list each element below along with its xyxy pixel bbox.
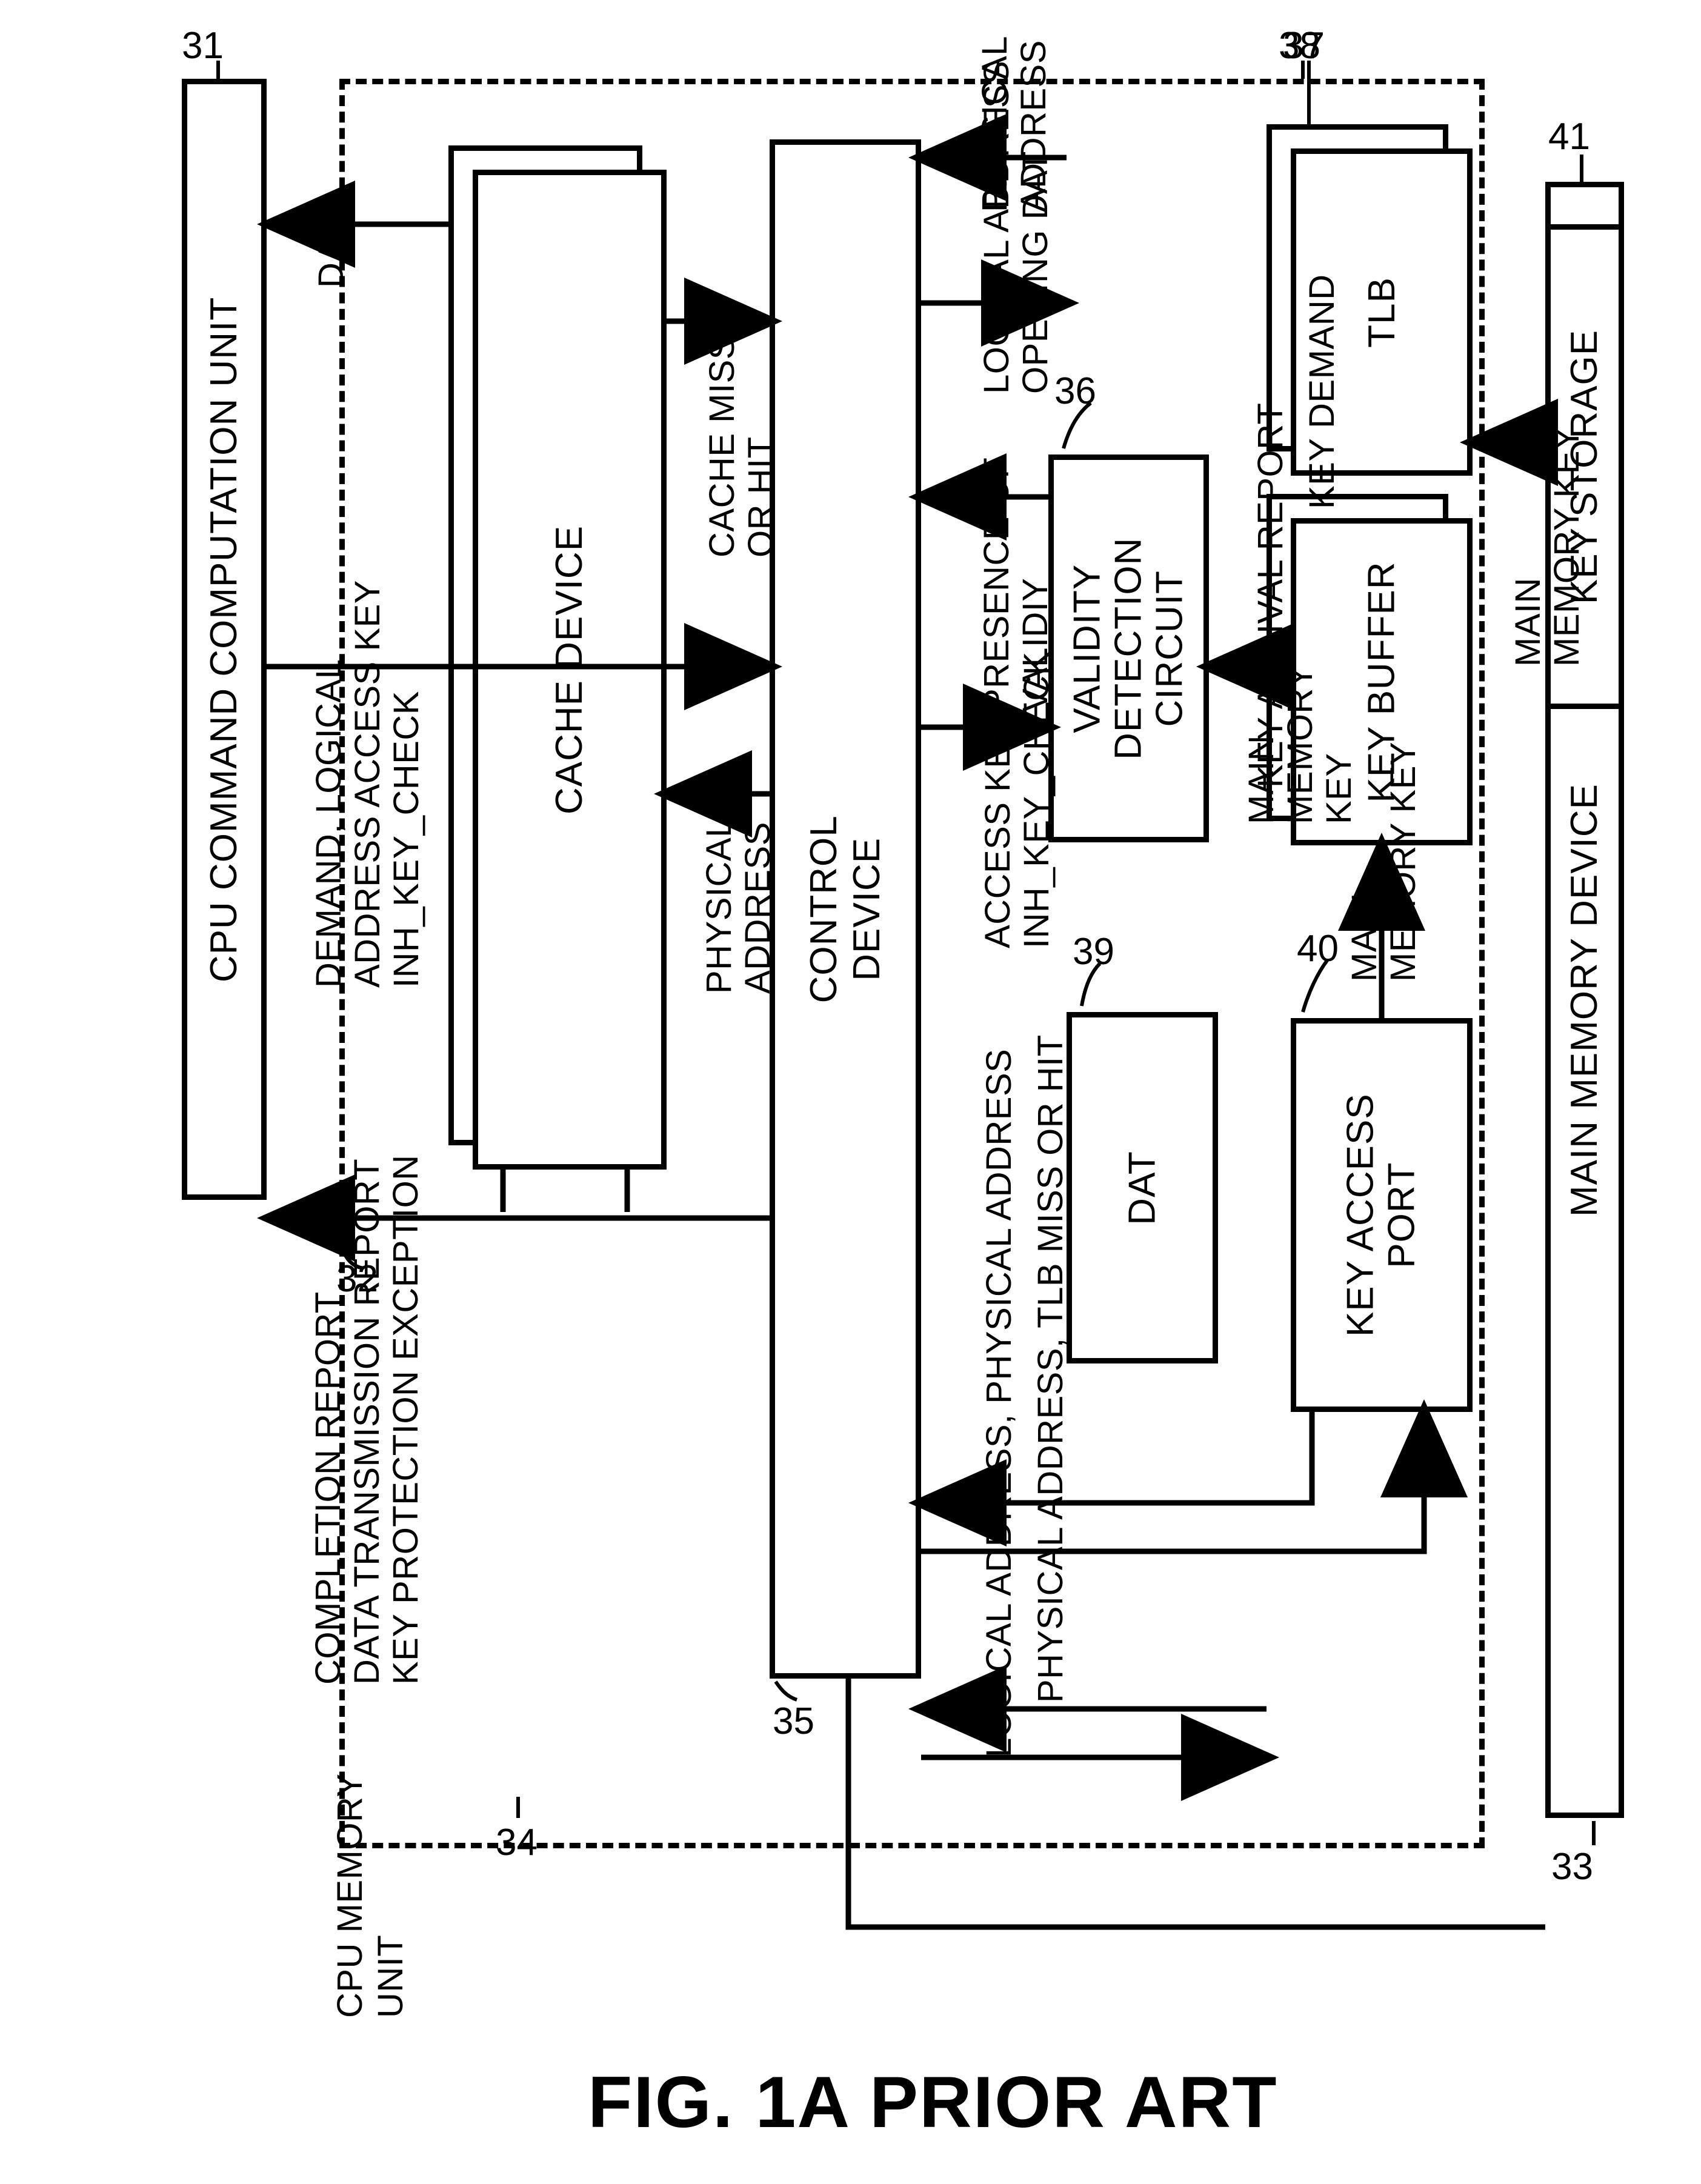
cpu-command-label: CPU COMMAND COMPUTATION UNIT (203, 296, 246, 982)
ref-36: 36 (1054, 370, 1096, 413)
lbl-presence: PRESENCE OFVALIDIY (977, 457, 1055, 712)
lbl-cache-miss: CACHE MISSOR HIT (703, 336, 781, 558)
validity-label: VALIDITYDETECTIONCIRCUIT (1067, 537, 1191, 759)
lbl-key-arrival: KEY ARRIVAL REPORT (1250, 403, 1291, 788)
lbl-report: COMPLETION REPORTDATA TRANSMISSION REPOR… (309, 1154, 425, 1685)
control-device-box: CONTROLDEVICE (770, 139, 921, 1679)
ref-33: 33 (1551, 1845, 1593, 1888)
ref-35: 35 (773, 1700, 814, 1743)
lbl-log-phys: LOGICAL ADDRESS, PHYSICAL ADDRESS (979, 1049, 1019, 1757)
cpu-memory-unit-label: CPU MEMORYUNIT (330, 1773, 411, 2018)
lbl-key-demand: KEY DEMAND (1302, 275, 1342, 509)
ref-39: 39 (1073, 930, 1114, 973)
ref-34: 34 (496, 1821, 538, 1864)
main-memory-label: MAIN MEMORY DEVICE (1563, 783, 1606, 1216)
control-device-label: CONTROLDEVICE (802, 815, 889, 1003)
diagram-root: CPU COMMAND COMPUTATION UNIT 31 CPU MEMO… (0, 0, 1701, 2184)
ref-40: 40 (1297, 927, 1339, 970)
lbl-demand: DEMAND, LOGICALADDRESS ACCESS KEYINH_KEY… (310, 580, 425, 988)
dat-label: DAT (1121, 1151, 1164, 1225)
lbl-phys-dat: PHYSICALADDRESS (976, 36, 1053, 212)
ref-31: 31 (182, 24, 224, 67)
lbl-phys-addr-cache: PHYSICALADDRESS (700, 817, 777, 994)
cpu-command-box: CPU COMMAND COMPUTATION UNIT (182, 79, 267, 1200)
lbl-phys-tlb: PHYSICAL ADDRESS, TLB MISS OR HIT (1030, 1034, 1071, 1703)
lbl-main-key3: MAINMEMORY KEY (1509, 427, 1586, 667)
key-access-port-label: KEY ACCESSPORT (1340, 1093, 1423, 1337)
cache-device-box: CACHE DEVICE (473, 170, 667, 1170)
validity-box: VALIDITYDETECTIONCIRCUIT (1048, 454, 1209, 842)
lbl-main-key2: MAINMEMORY KEY (1345, 742, 1423, 982)
ref-41: 41 (1548, 115, 1590, 158)
tlb-label: TLB (1360, 277, 1403, 348)
figure-title: FIG. 1A PRIOR ART (588, 2060, 1278, 2144)
dat-box: DAT (1067, 1012, 1218, 1363)
key-access-port-box: KEY ACCESSPORT (1291, 1018, 1473, 1412)
lbl-data: DATA (311, 198, 351, 288)
cache-device-label: CACHE DEVICE (548, 525, 591, 814)
ref-38: 38 (1279, 24, 1320, 67)
